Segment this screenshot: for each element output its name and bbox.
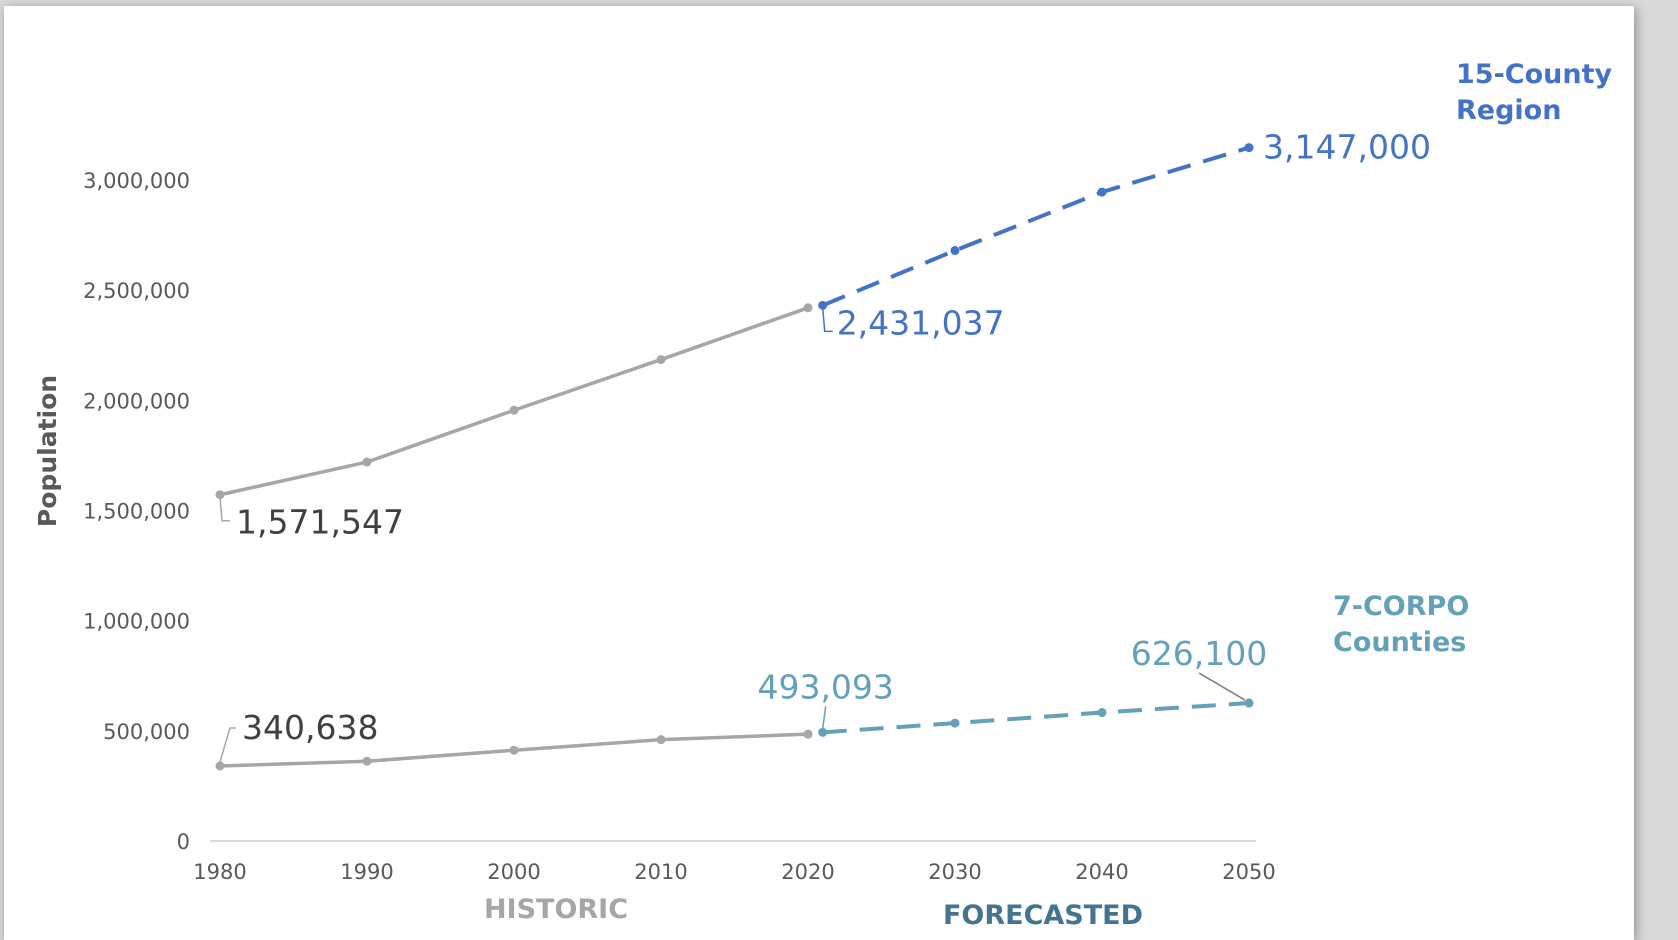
section-label-historic: HISTORIC: [484, 894, 628, 925]
historic-point-corpo: [803, 729, 813, 739]
forecast-point-corpo: [950, 718, 960, 728]
data-labels: 1,571,547 2,431,037 3,147,000 340,638 493,09…: [219, 128, 1431, 763]
historic-point-region: [215, 490, 225, 500]
x-tick-label: 2050: [1222, 860, 1275, 884]
y-tick-label: 0: [177, 830, 190, 854]
forecast-point-region: [950, 246, 960, 256]
historic-point-region: [362, 457, 372, 467]
x-tick-label: 2030: [928, 860, 981, 884]
forecast-point-region: [818, 300, 828, 310]
series-lines: [219, 145, 1250, 768]
data-label: 1,571,547: [236, 503, 404, 542]
label-leader: [821, 307, 833, 333]
series-name-corpo-line2: Counties: [1333, 627, 1466, 658]
x-tick-label: 2000: [487, 860, 540, 884]
forecast-line-region: [821, 145, 1250, 308]
x-tick-label: 1980: [193, 860, 246, 884]
historic-point-corpo: [656, 735, 666, 745]
series-name-region-line1: 15-County: [1456, 59, 1612, 90]
forecast-point-corpo: [818, 727, 828, 737]
data-label: 493,093: [757, 667, 893, 706]
forecast-point-region: [1244, 143, 1254, 153]
series-name-corpo-line1: 7-CORPO: [1333, 591, 1469, 622]
series-name-region-line2: Region: [1456, 95, 1561, 126]
x-tick-label: 1990: [340, 860, 393, 884]
label-leader: [219, 496, 230, 522]
data-label: 2,431,037: [837, 303, 1005, 342]
y-axis-title: Population: [33, 375, 62, 527]
historic-line-region: [219, 306, 809, 497]
historic-point-corpo: [362, 756, 372, 766]
data-label: 340,638: [242, 708, 378, 747]
forecast-point-corpo: [1244, 698, 1254, 708]
forecast-line-corpo: [822, 701, 1250, 735]
x-tick-label: 2020: [781, 860, 834, 884]
historic-point-corpo: [215, 761, 225, 771]
y-tick-label: 2,000,000: [83, 389, 190, 413]
historic-point-corpo: [509, 745, 519, 755]
series-points: [215, 143, 1254, 771]
y-tick-label: 1,000,000: [83, 610, 190, 634]
y-tick-label: 1,500,000: [83, 500, 190, 524]
chart-frame: 0 500,000 1,000,000 1,500,000 2,000,000 2,500…: [4, 6, 1634, 940]
historic-point-region: [803, 303, 813, 313]
data-label: 3,147,000: [1263, 128, 1431, 167]
y-tick-label: 2,500,000: [83, 279, 190, 303]
x-tick-label: 2010: [634, 860, 687, 884]
label-leader: [219, 727, 236, 763]
label-leader: [821, 706, 827, 729]
historic-point-region: [509, 405, 519, 415]
y-tick-label: 500,000: [103, 720, 190, 744]
data-label: 626,100: [1131, 634, 1267, 673]
section-label-forecasted: FORECASTED: [943, 900, 1143, 931]
forecast-point-region: [1097, 187, 1107, 197]
axes: 0 500,000 1,000,000 1,500,000 2,000,000 2,500…: [83, 169, 1276, 884]
label-leader: [1198, 672, 1246, 701]
population-line-chart: 0 500,000 1,000,000 1,500,000 2,000,000 2,500…: [33, 59, 1612, 931]
y-tick-label: 3,000,000: [83, 169, 190, 193]
forecast-point-corpo: [1097, 708, 1107, 718]
x-tick-label: 2040: [1075, 860, 1128, 884]
historic-point-region: [656, 355, 666, 365]
